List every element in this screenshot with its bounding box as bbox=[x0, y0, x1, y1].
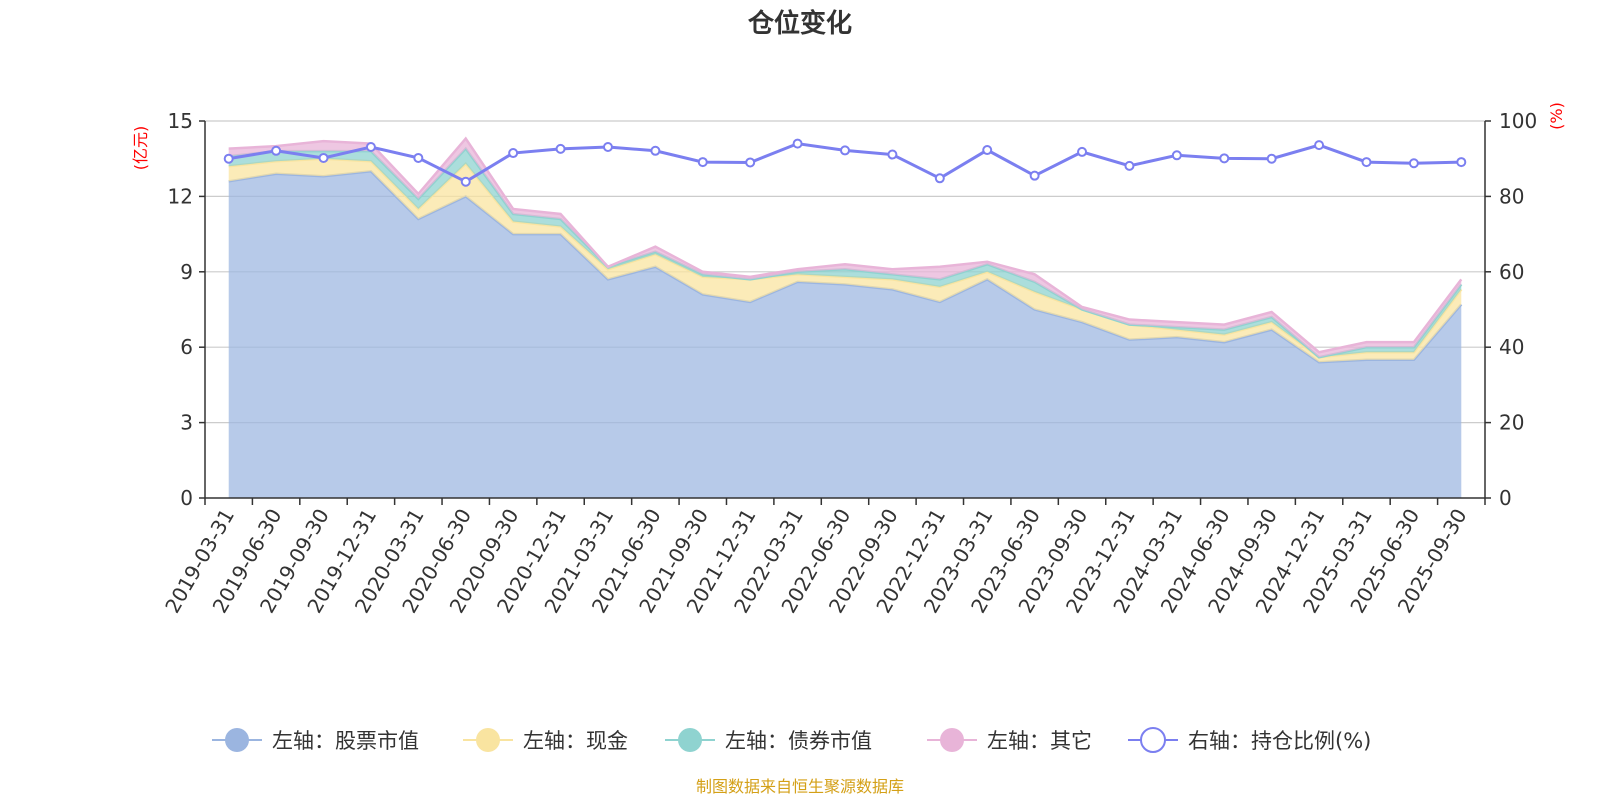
position-ratio-point bbox=[318, 152, 329, 163]
position-ratio-point bbox=[792, 138, 803, 149]
right-axis-tick-label: 100 bbox=[1499, 109, 1537, 133]
legend-marker bbox=[1140, 727, 1166, 753]
legend-label: 左轴：债券市值 bbox=[725, 729, 872, 753]
legend-marker bbox=[476, 728, 500, 752]
chart-title: 仓位变化 bbox=[747, 8, 852, 39]
position-ratio-point bbox=[887, 149, 898, 160]
position-ratio-point bbox=[271, 145, 282, 156]
left-axis-unit: (亿元) bbox=[131, 126, 150, 171]
legend: 左轴：股票市值 左轴：现金 左轴：债券市值 左轴：其它 右轴：持仓比例(%) bbox=[212, 727, 1371, 753]
right-axis-unit: (%) bbox=[1547, 102, 1566, 130]
legend-marker bbox=[940, 728, 964, 752]
legend-marker bbox=[225, 728, 249, 752]
legend-other: 左轴：其它 bbox=[927, 728, 1092, 753]
position-ratio-point bbox=[460, 176, 471, 187]
legend-stock-value: 左轴：股票市值 bbox=[212, 728, 419, 753]
other-area-edge bbox=[228, 136, 1463, 354]
stacked-areas bbox=[228, 136, 1463, 498]
legend-bond-value: 左轴：债券市值 bbox=[665, 728, 872, 753]
position-ratio-point bbox=[840, 145, 850, 156]
cash-area-edge bbox=[228, 157, 1463, 359]
right-axis-tick-label: 40 bbox=[1499, 335, 1524, 359]
position-ratio-point bbox=[1361, 157, 1372, 168]
left-axis-tick-label: 6 bbox=[180, 335, 193, 359]
data-source-note: 制图数据来自恒生聚源数据库 bbox=[696, 777, 904, 796]
legend-position-ratio: 右轴：持仓比例(%) bbox=[1128, 727, 1371, 753]
position-ratio-point bbox=[1456, 157, 1467, 168]
position-ratio-point bbox=[555, 143, 566, 154]
position-ratio-point bbox=[934, 173, 945, 184]
position-ratio-point bbox=[365, 142, 376, 153]
position-ratio-point bbox=[1077, 146, 1088, 157]
right-axis-tick-label: 0 bbox=[1499, 486, 1512, 510]
position-ratio-point bbox=[982, 145, 993, 156]
position-ratio-point bbox=[1029, 170, 1040, 181]
position-ratio-point bbox=[1314, 140, 1325, 151]
position-ratio-point bbox=[745, 157, 756, 168]
legend-cash: 左轴：现金 bbox=[463, 728, 628, 753]
legend-label: 右轴：持仓比例(%) bbox=[1188, 729, 1371, 753]
position-ratio-point bbox=[1171, 150, 1182, 161]
left-axis-tick-label: 9 bbox=[180, 260, 193, 284]
position-ratio-point bbox=[1124, 160, 1135, 171]
left-axis-tick-label: 12 bbox=[168, 184, 193, 208]
stock-value-area bbox=[228, 171, 1462, 498]
legend-label: 左轴：现金 bbox=[523, 729, 628, 753]
left-axis-tick-label: 15 bbox=[168, 109, 193, 133]
right-axis-tick-label: 80 bbox=[1499, 184, 1524, 208]
legend-label: 左轴：股票市值 bbox=[272, 729, 419, 753]
position-ratio-point bbox=[223, 153, 234, 164]
legend-label: 左轴：其它 bbox=[987, 729, 1092, 753]
position-ratio-point bbox=[413, 152, 424, 163]
legend-marker bbox=[678, 728, 702, 752]
position-ratio-point bbox=[602, 142, 613, 153]
position-ratio-point bbox=[1266, 153, 1277, 164]
right-axis-tick-label: 60 bbox=[1499, 260, 1524, 284]
right-axis-tick-label: 20 bbox=[1499, 411, 1524, 435]
position-ratio-line bbox=[223, 138, 1467, 187]
position-ratio-point bbox=[1219, 153, 1230, 164]
position-ratio-point bbox=[697, 157, 708, 168]
position-ratio-point bbox=[650, 145, 661, 156]
left-axis-tick-label: 0 bbox=[180, 486, 193, 510]
left-axis-tick-label: 3 bbox=[180, 411, 193, 435]
position-ratio-point bbox=[1408, 158, 1419, 169]
position-ratio-point bbox=[508, 148, 519, 159]
